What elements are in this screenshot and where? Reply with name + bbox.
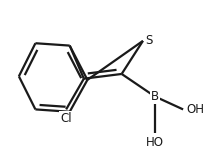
Text: HO: HO (146, 136, 164, 149)
Text: S: S (145, 34, 153, 47)
Text: B: B (151, 90, 159, 103)
Text: Cl: Cl (60, 112, 72, 125)
Text: OH: OH (186, 103, 204, 116)
